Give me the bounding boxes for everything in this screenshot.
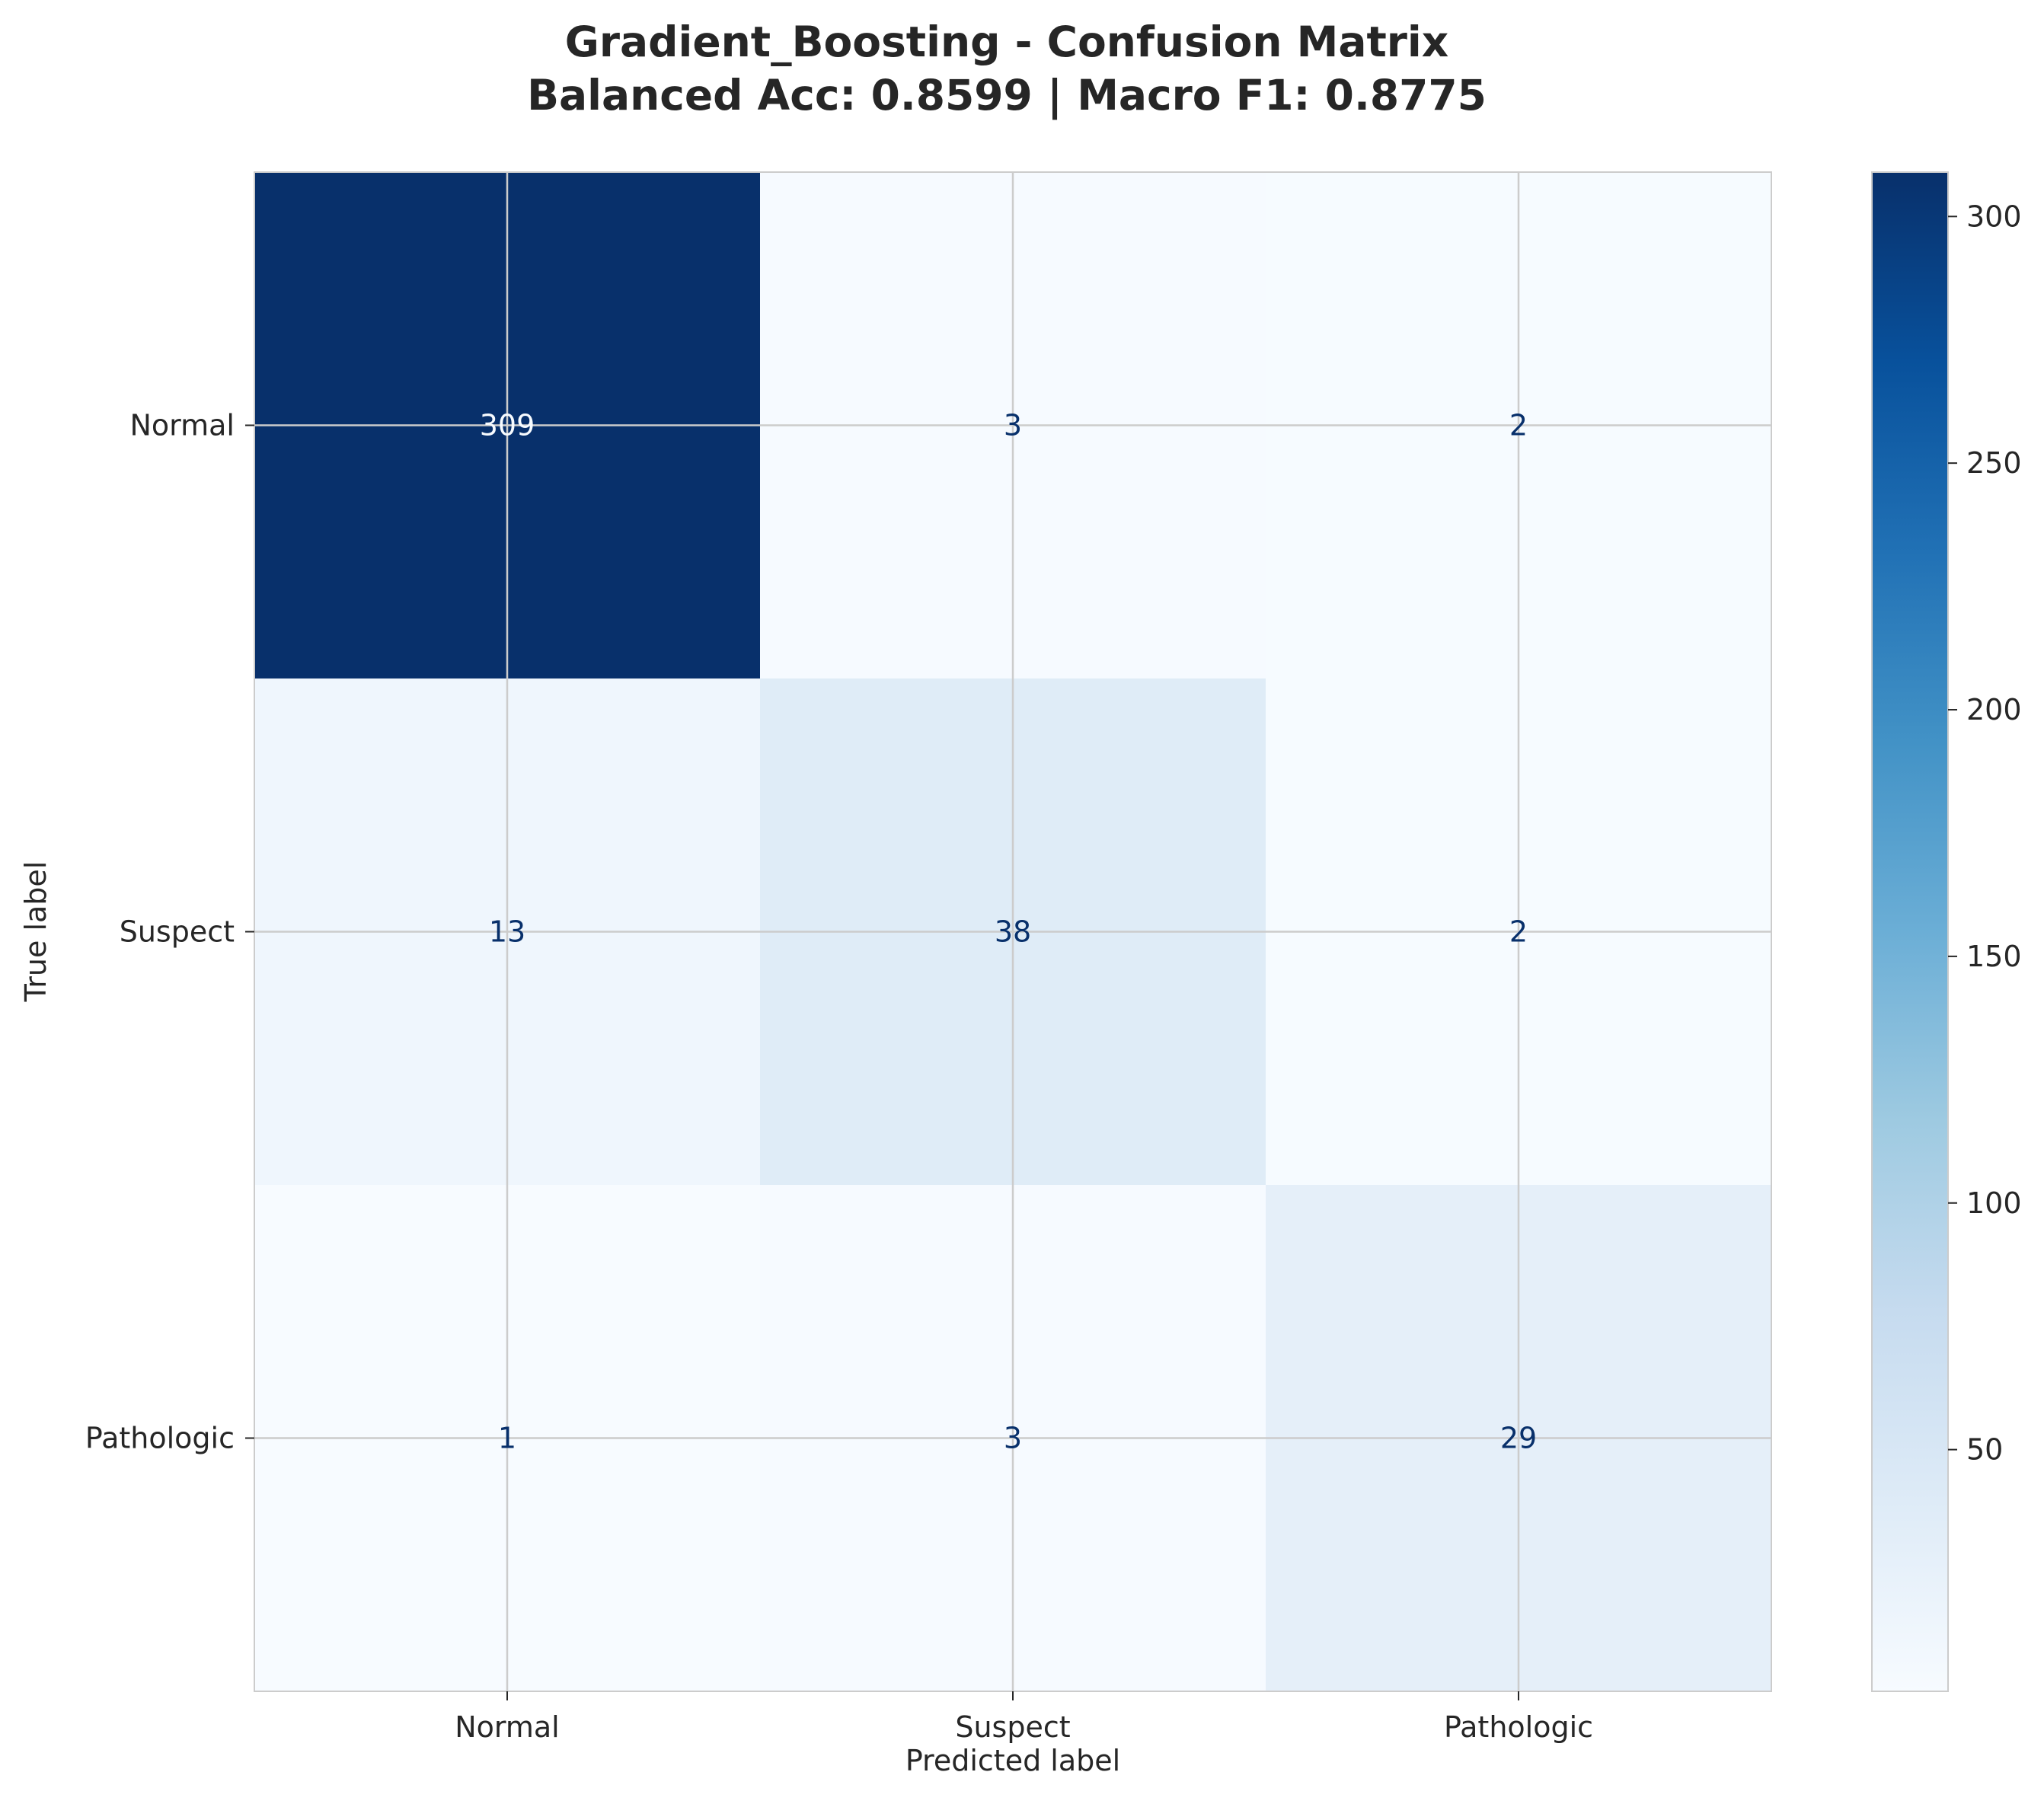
cell-value-label: 1 <box>498 1422 516 1455</box>
cell-value-label: 3 <box>1004 1422 1022 1455</box>
colorbar-tick-label: 300 <box>1966 200 2022 233</box>
grid-lines <box>254 172 1771 1691</box>
y-tick-label: Normal <box>130 409 235 442</box>
cell-labels: 309 3 213 38 21 3 29 <box>480 409 1537 1455</box>
y-axis-label: True label <box>19 861 53 1003</box>
cell-value-label: 2 <box>1509 915 1528 949</box>
cell-value-label: 38 <box>995 915 1031 949</box>
x-tick-label: Pathologic <box>1444 1710 1593 1744</box>
colorbar-tick-label: 100 <box>1966 1186 2022 1220</box>
chart-title: Gradient_Boosting - Confusion Matrix <box>565 18 1449 66</box>
x-tick-label: Suspect <box>955 1710 1070 1744</box>
colorbar-tick-label: 150 <box>1966 940 2022 973</box>
colorbar-tick-label: 50 <box>1966 1433 2003 1467</box>
cell-value-label: 3 <box>1004 409 1022 442</box>
y-axis-ticks: Normal Suspect Pathologic <box>85 409 254 1455</box>
colorbar-tick-label: 200 <box>1966 693 2022 726</box>
y-tick-label: Suspect <box>120 915 235 949</box>
x-axis-label: Predicted label <box>905 1744 1120 1777</box>
cell-value-label: 13 <box>489 915 525 949</box>
colorbar-ticks: 50 100 150 200 250 300 <box>1948 200 2022 1467</box>
chart-subtitle: Balanced Acc: 0.8599 | Macro F1: 0.8775 <box>527 71 1487 120</box>
y-tick-label: Pathologic <box>85 1422 235 1455</box>
cell-value-label: 29 <box>1500 1422 1537 1455</box>
x-axis-ticks: Normal Suspect Pathologic <box>455 1691 1593 1744</box>
x-tick-label: Normal <box>455 1710 560 1744</box>
colorbar-tick-label: 250 <box>1966 446 2022 480</box>
cell-value-label: 309 <box>480 409 535 442</box>
cell-value-label: 2 <box>1509 409 1528 442</box>
colorbar <box>1871 171 1949 1692</box>
